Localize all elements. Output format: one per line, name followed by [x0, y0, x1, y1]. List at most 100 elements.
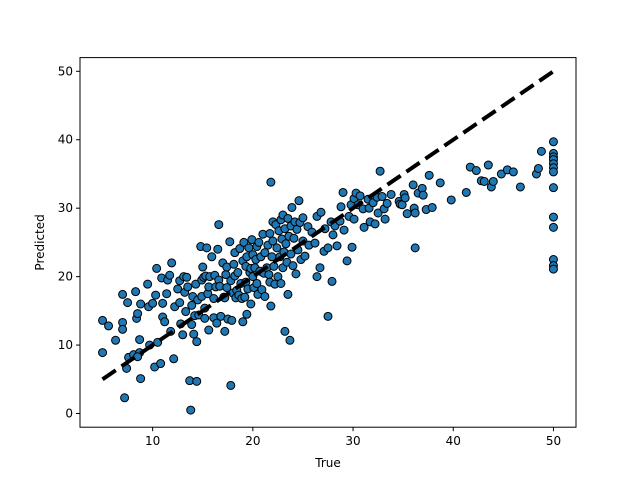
- data-point: [229, 259, 239, 269]
- data-point: [285, 335, 295, 345]
- data-point: [435, 178, 445, 188]
- data-point: [135, 335, 145, 345]
- data-point: [151, 290, 161, 300]
- data-point: [339, 225, 349, 235]
- data-point: [386, 189, 396, 199]
- data-point: [408, 180, 418, 190]
- plot-frame: [79, 57, 577, 428]
- data-point: [192, 376, 202, 386]
- data-point: [373, 208, 383, 218]
- data-point: [288, 261, 298, 271]
- data-point: [548, 183, 558, 193]
- data-point: [214, 220, 224, 230]
- data-point: [281, 239, 291, 249]
- data-point: [323, 311, 333, 321]
- data-point: [175, 298, 185, 308]
- data-point: [227, 315, 237, 325]
- data-point: [143, 279, 153, 289]
- data-point: [298, 213, 308, 223]
- y-tick-label: 50: [58, 64, 73, 78]
- data-point: [548, 264, 558, 274]
- data-point: [167, 258, 177, 268]
- data-point: [192, 337, 202, 347]
- data-point: [213, 244, 223, 254]
- data-point: [269, 261, 279, 271]
- data-point: [370, 219, 380, 229]
- data-point: [483, 160, 493, 170]
- data-point: [515, 182, 525, 192]
- data-point: [349, 214, 359, 224]
- y-tick-label: 20: [58, 270, 73, 284]
- data-point: [239, 237, 249, 247]
- data-point: [191, 279, 201, 289]
- x-tick-label: 20: [245, 434, 260, 448]
- x-axis: 10 20 30 40 50: [145, 427, 561, 448]
- data-point: [377, 192, 387, 202]
- data-point: [202, 243, 212, 253]
- data-point: [548, 167, 558, 177]
- data-point: [300, 251, 310, 261]
- data-point: [225, 237, 235, 247]
- data-point: [336, 202, 346, 212]
- data-point: [200, 313, 210, 323]
- data-point: [276, 278, 286, 288]
- data-point: [182, 272, 192, 282]
- data-point: [260, 291, 270, 301]
- data-point: [338, 187, 348, 197]
- data-point: [418, 190, 428, 200]
- data-point: [355, 191, 365, 201]
- data-point: [111, 335, 121, 345]
- data-point: [260, 248, 270, 258]
- data-point: [289, 233, 299, 243]
- data-point: [240, 292, 250, 302]
- y-tick-label: 0: [65, 407, 73, 421]
- data-point: [291, 269, 301, 279]
- reference-line: [101, 69, 555, 381]
- data-point: [488, 176, 498, 186]
- data-point: [222, 283, 232, 293]
- data-point: [342, 256, 352, 266]
- data-point: [152, 263, 162, 273]
- data-point: [533, 163, 543, 173]
- data-point: [183, 282, 193, 292]
- data-point: [207, 252, 217, 262]
- data-point: [118, 324, 128, 334]
- data-point: [118, 289, 128, 299]
- data-point: [380, 214, 390, 224]
- data-point: [328, 230, 338, 240]
- data-point: [424, 170, 434, 180]
- data-point: [471, 166, 481, 176]
- data-point: [98, 348, 108, 358]
- x-tick-label: 50: [546, 434, 561, 448]
- data-point: [123, 298, 133, 308]
- data-point: [316, 207, 326, 217]
- data-point: [266, 301, 276, 311]
- data-point: [242, 309, 252, 319]
- data-point: [410, 208, 420, 218]
- data-point: [254, 237, 264, 247]
- data-point: [283, 213, 293, 223]
- data-point: [233, 268, 243, 278]
- x-tick-label: 30: [345, 434, 360, 448]
- data-point: [165, 270, 175, 280]
- data-point: [186, 405, 196, 415]
- data-point: [160, 317, 170, 327]
- data-point: [148, 298, 158, 308]
- data-point: [104, 321, 114, 331]
- data-points: [98, 137, 558, 415]
- data-point: [280, 326, 290, 336]
- data-point: [169, 354, 179, 364]
- data-point: [294, 196, 304, 206]
- data-point: [187, 300, 197, 310]
- data-point: [266, 177, 276, 187]
- data-point: [98, 315, 108, 325]
- data-point: [181, 307, 191, 317]
- data-point: [446, 195, 456, 205]
- data-point: [226, 380, 236, 390]
- data-point: [156, 359, 166, 369]
- data-point: [133, 309, 143, 319]
- y-axis: 0 10 20 30 40 50: [58, 64, 80, 421]
- data-point: [496, 169, 506, 179]
- data-point: [548, 137, 558, 147]
